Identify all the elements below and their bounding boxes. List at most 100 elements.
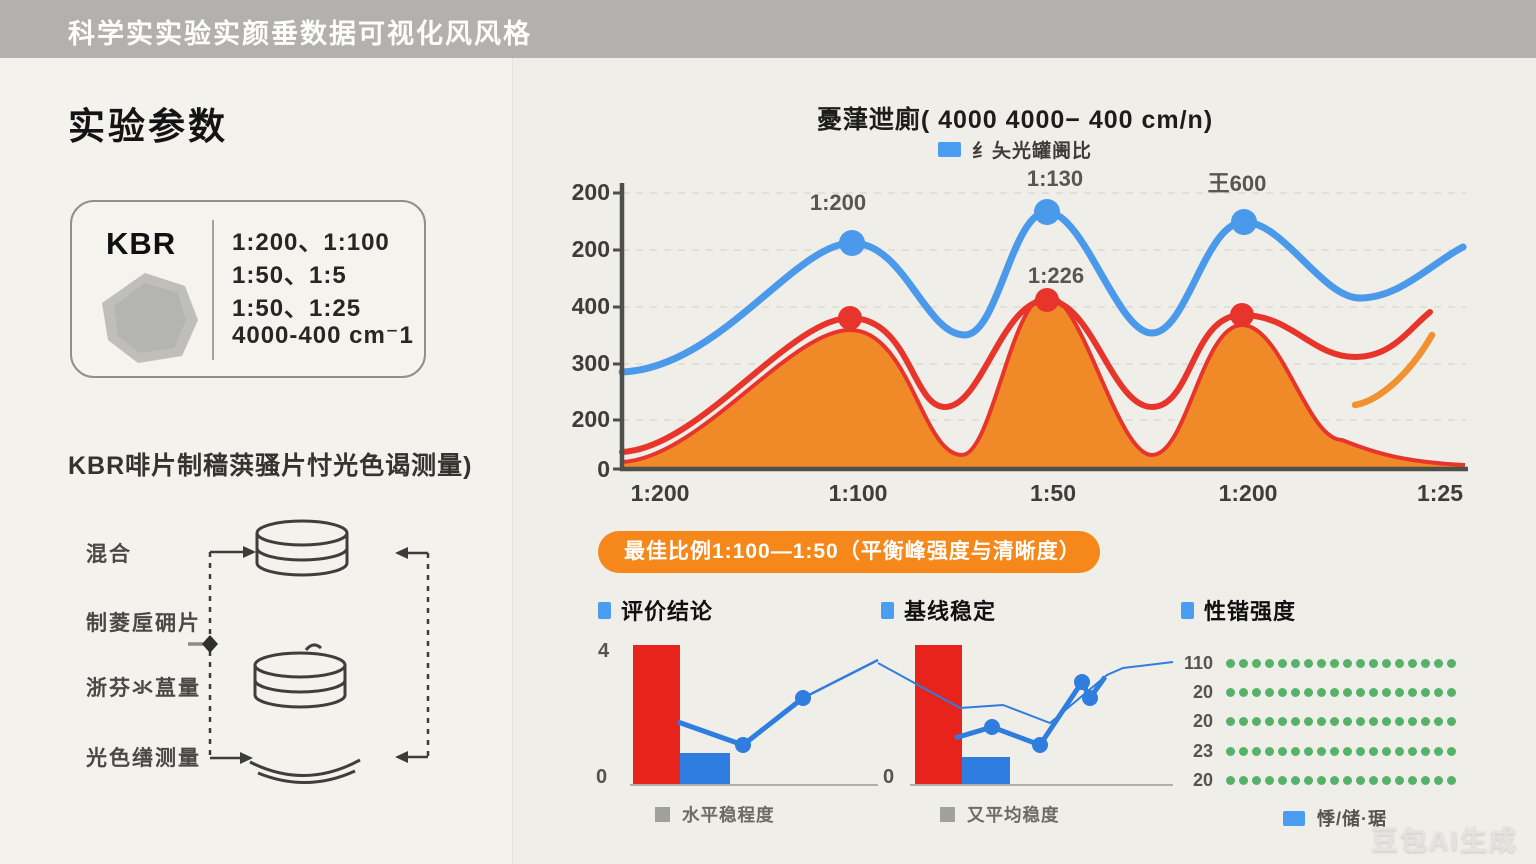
blue-trend-line-thin xyxy=(877,661,1174,725)
flow-diagram xyxy=(188,519,430,785)
x-tick-label: 1:50 xyxy=(1029,480,1077,506)
header-bar: 科学实实验实颜垂数据可视化风风格 xyxy=(0,0,1536,58)
line-marker xyxy=(795,690,811,706)
peak-label: 1:200 xyxy=(809,190,867,215)
dot-grid-dots xyxy=(1226,687,1456,697)
y-tick-label: 300 xyxy=(571,350,610,376)
ratio-line: 1:50、1:5 xyxy=(232,262,347,289)
blue-peak-marker xyxy=(1034,199,1060,225)
ratio-line: 1:200、1:100 xyxy=(232,229,390,256)
orange-area-outline xyxy=(621,292,1466,467)
bullet-icon xyxy=(1181,601,1194,619)
line-marker xyxy=(1082,690,1098,706)
dot-grid-row: 23 xyxy=(1175,741,1456,761)
section-title: 性锴强度 xyxy=(1204,599,1297,624)
x-tick-label: 1:200 xyxy=(1218,480,1278,506)
line-marker xyxy=(1074,674,1090,690)
legend-swatch-blue xyxy=(1283,810,1305,826)
dot-grid-row: 110 xyxy=(1175,653,1456,673)
page-title: 科学实实验实颜垂数据可视化风风格 xyxy=(68,19,532,49)
y-tick-label: 400 xyxy=(571,293,610,319)
red-peak-marker xyxy=(1035,288,1059,312)
section-header: 基线稳定 xyxy=(881,594,996,626)
ratio-line: 4000-400 cm⁻1 xyxy=(232,322,414,349)
bullet-icon xyxy=(598,601,611,619)
dot-grid-row: 20 xyxy=(1175,711,1456,731)
legend-swatch-blue xyxy=(937,142,961,157)
kbr-pellet-image xyxy=(102,273,198,363)
legend-label: 纟夨光罐阓比 xyxy=(971,141,1092,162)
left-section-title: 实验参数 xyxy=(68,106,228,147)
main-chart: 200 200 400 300 200 0 1:200 1:100 1:50 1… xyxy=(560,166,1480,506)
parameter-box: KBR 1:200、1:100 1:50、1:5 1:50、1:25 4000-… xyxy=(70,200,426,378)
dot-grid-dots xyxy=(1226,658,1456,668)
x-tick-label: 1:25 xyxy=(1416,480,1464,506)
mini-chart-1: 4 0 水平稳程度 xyxy=(560,630,880,840)
red-bar xyxy=(633,645,680,785)
line-marker xyxy=(735,737,751,753)
main-chart-title: 憂葏迣廁( 4000 4000− 400 cm/n) xyxy=(816,106,1214,134)
dot-grid-row: 20 xyxy=(1175,770,1456,790)
y-tick-label: 200 xyxy=(571,179,610,205)
row-label: 20 xyxy=(1192,681,1213,702)
y-tick-label: 0 xyxy=(597,456,610,482)
dot-grid-dots xyxy=(1226,716,1456,726)
section-header: 性锴强度 xyxy=(1181,594,1296,626)
mini-chart-1-canvas xyxy=(630,645,879,786)
legend-label: 水平稳程度 xyxy=(682,805,775,825)
row-label: 20 xyxy=(1192,710,1213,731)
y-axis-label: 4 xyxy=(598,640,610,662)
section-title: 评价结论 xyxy=(621,599,714,624)
main-chart-legend: 纟夨光罐阓比 xyxy=(565,136,1465,163)
material-label: KBR xyxy=(106,226,177,261)
dish-icon xyxy=(249,758,361,785)
legend-label: 又平均稳度 xyxy=(967,805,1060,825)
red-peak-marker xyxy=(1230,303,1254,327)
y-tick-label: 200 xyxy=(571,236,610,262)
red-bar xyxy=(915,645,962,785)
pellet-stack-icon xyxy=(255,519,349,577)
y-axis-label: 0 xyxy=(596,766,608,788)
dot-grid-row: 20 xyxy=(1175,682,1456,702)
watermark: 豆包AI生成 xyxy=(1371,826,1518,856)
orange-curve-series xyxy=(1351,331,1436,409)
flow-caption: KBR啡片制穑葓骚片忖光色谒测量) xyxy=(68,452,473,480)
row-label: 110 xyxy=(1183,652,1213,673)
legend-swatch-gray xyxy=(655,807,670,822)
y-tick-label: 200 xyxy=(571,406,610,432)
row-label: 23 xyxy=(1192,740,1213,761)
divider xyxy=(212,220,214,360)
flow-step-label: 制菱垕砽片 xyxy=(86,612,201,635)
blue-bar xyxy=(962,757,1010,785)
red-peak-marker xyxy=(838,306,862,330)
blue-peak-marker xyxy=(839,230,865,256)
mini-chart-3: 110 20 20 23 20 悸/储·琚 xyxy=(1175,645,1485,855)
mini-chart-2-canvas xyxy=(877,645,1174,786)
legend-swatch-gray xyxy=(940,807,955,822)
ratio-line: 1:50、1:25 xyxy=(232,295,362,322)
orange-area-series xyxy=(622,295,1465,469)
diamond-node xyxy=(202,635,218,653)
conclusion-banner: 最佳比例1:100—1:50（平衡峰强度与清晰度） xyxy=(598,531,1100,573)
y-tick-marks xyxy=(613,191,622,471)
pellet-stack-icon xyxy=(253,643,347,709)
main-chart-canvas xyxy=(613,183,1468,472)
mini-chart-2-legend: 又平均稳度 xyxy=(940,802,1060,827)
flow-step-label: 浙芬氺蒀量 xyxy=(86,677,201,700)
arrow-right-icon xyxy=(243,546,256,558)
peak-label: 1:226 xyxy=(1027,263,1085,288)
arrow-right-icon xyxy=(240,752,253,764)
bullet-icon xyxy=(881,601,894,619)
dot-grid-dots xyxy=(1226,746,1456,756)
line-marker xyxy=(1032,737,1048,753)
blue-bar xyxy=(680,753,730,785)
mini-chart-3-legend: 悸/储·琚 xyxy=(1283,805,1387,831)
row-label: 20 xyxy=(1192,769,1213,790)
flow-step-label: 光色缮测量 xyxy=(86,747,201,770)
line-marker xyxy=(984,719,1000,735)
dot-grid-dots xyxy=(1226,775,1456,785)
peak-label: 王600 xyxy=(1207,171,1267,196)
mini-chart-1-legend: 水平稳程度 xyxy=(655,802,775,827)
section-title: 基线稳定 xyxy=(904,599,997,624)
